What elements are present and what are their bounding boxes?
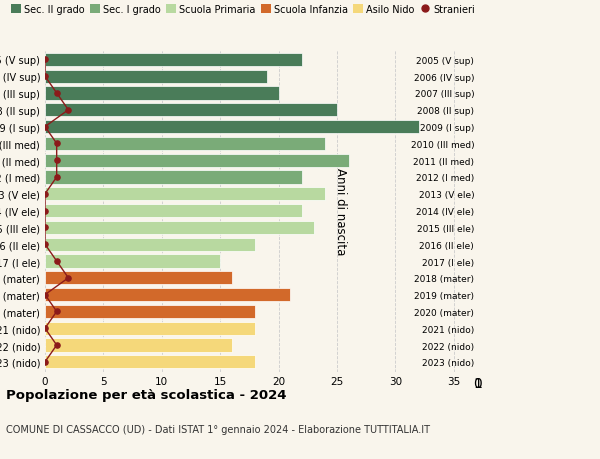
Point bbox=[64, 107, 73, 114]
Legend: Sec. II grado, Sec. I grado, Scuola Primaria, Scuola Infanzia, Asilo Nido, Stran: Sec. II grado, Sec. I grado, Scuola Prim… bbox=[11, 5, 475, 15]
Bar bbox=[45, 339, 232, 352]
Bar bbox=[45, 305, 255, 318]
Bar bbox=[45, 356, 255, 369]
Point bbox=[40, 207, 50, 215]
Point bbox=[52, 341, 61, 349]
Point bbox=[40, 358, 50, 366]
Bar bbox=[45, 70, 267, 84]
Text: Popolazione per età scolastica - 2024: Popolazione per età scolastica - 2024 bbox=[6, 388, 287, 401]
Bar bbox=[45, 188, 325, 201]
Bar bbox=[45, 87, 278, 101]
Point bbox=[52, 308, 61, 315]
Point bbox=[40, 241, 50, 248]
Bar bbox=[45, 205, 302, 218]
Point bbox=[52, 157, 61, 164]
Point bbox=[40, 325, 50, 332]
Text: COMUNE DI CASSACCO (UD) - Dati ISTAT 1° gennaio 2024 - Elaborazione TUTTITALIA.I: COMUNE DI CASSACCO (UD) - Dati ISTAT 1° … bbox=[6, 425, 430, 435]
Bar bbox=[45, 154, 349, 168]
Point bbox=[52, 90, 61, 97]
Point bbox=[40, 123, 50, 131]
Bar bbox=[45, 272, 232, 285]
Bar bbox=[45, 104, 337, 117]
Point bbox=[40, 291, 50, 299]
Bar bbox=[45, 171, 302, 184]
Bar bbox=[45, 238, 255, 251]
Point bbox=[40, 56, 50, 64]
Point bbox=[40, 224, 50, 232]
Point bbox=[40, 190, 50, 198]
Bar bbox=[45, 138, 325, 151]
Bar bbox=[45, 121, 419, 134]
Point bbox=[52, 140, 61, 148]
Point bbox=[64, 274, 73, 282]
Bar bbox=[45, 288, 290, 302]
Bar bbox=[45, 322, 255, 335]
Bar bbox=[45, 54, 302, 67]
Bar bbox=[45, 221, 314, 235]
Y-axis label: Anni di nascita: Anni di nascita bbox=[334, 168, 347, 255]
Point bbox=[52, 174, 61, 181]
Point bbox=[40, 73, 50, 81]
Bar bbox=[45, 255, 220, 268]
Point bbox=[52, 258, 61, 265]
